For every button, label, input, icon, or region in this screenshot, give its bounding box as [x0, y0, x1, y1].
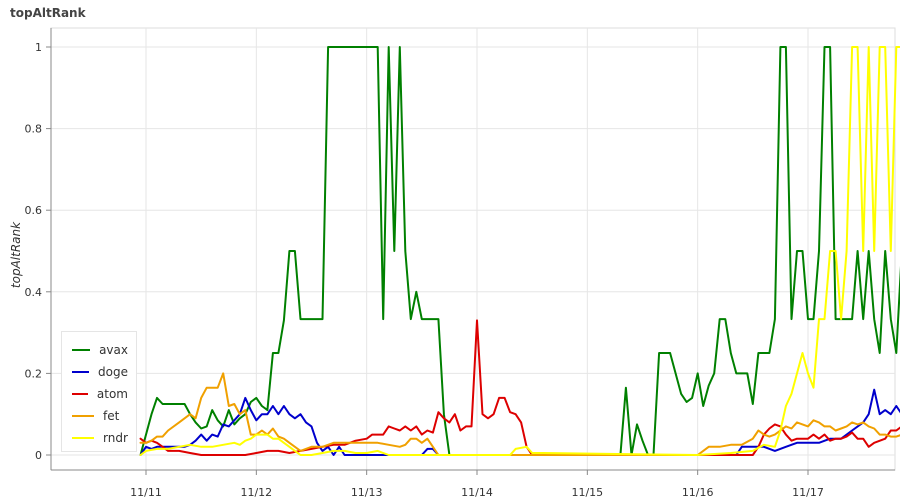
- y-tick-label: 1: [35, 41, 42, 54]
- legend-label-rndr: rndr: [103, 431, 128, 445]
- x-tick-label: 11/15: [571, 486, 603, 499]
- x-tick-label: 11/12: [240, 486, 272, 499]
- series-line-rndr: [139, 46, 900, 456]
- x-tick-label: 11/14: [461, 486, 493, 499]
- series-line-fet: [139, 372, 900, 456]
- legend-swatch-avax: [72, 349, 91, 351]
- legend-item-rndr: rndr: [72, 427, 128, 449]
- x-tick-label: 11/16: [682, 486, 714, 499]
- legend-label-fet: fet: [103, 409, 120, 423]
- legend-label-avax: avax: [99, 343, 128, 357]
- legend-swatch-atom: [72, 393, 88, 395]
- legend-label-doge: doge: [98, 365, 128, 379]
- legend-item-doge: doge: [72, 361, 128, 383]
- series-layer: [139, 46, 900, 456]
- legend-swatch-fet: [72, 415, 94, 417]
- y-tick-label: 0.2: [25, 367, 43, 380]
- legend-item-atom: atom: [72, 383, 128, 405]
- x-tick-label: 11/11: [130, 486, 162, 499]
- legend-swatch-doge: [72, 371, 90, 373]
- axis-ticks: 11/11 11/12 11/13 11/14 11/15 11/16 11/17 0 0.2 0…: [25, 41, 824, 499]
- chart-title: topAltRank: [10, 6, 86, 20]
- y-tick-label: 0.4: [25, 286, 43, 299]
- legend-swatch-rndr: [72, 437, 94, 439]
- series-line-atom: [139, 319, 900, 456]
- series-line-doge: [139, 388, 900, 456]
- x-tick-label: 11/13: [351, 486, 383, 499]
- legend: avax doge atom fet rndr: [61, 331, 137, 452]
- y-tick-label: 0.6: [25, 204, 43, 217]
- legend-label-atom: atom: [96, 387, 128, 401]
- y-tick-label: 0: [35, 449, 42, 462]
- y-tick-label: 0.8: [25, 123, 43, 136]
- x-tick-label: 11/17: [792, 486, 824, 499]
- legend-item-avax: avax: [72, 339, 128, 361]
- legend-item-fet: fet: [72, 405, 128, 427]
